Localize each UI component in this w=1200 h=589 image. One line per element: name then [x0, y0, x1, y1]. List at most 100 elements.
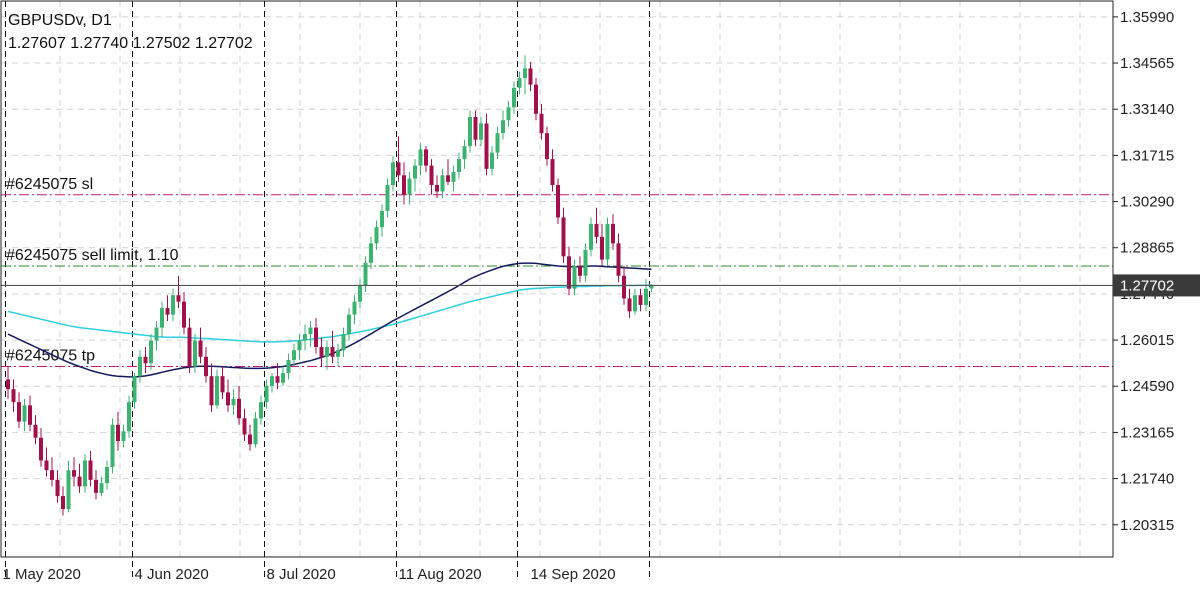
candle-body: [83, 460, 87, 487]
candle-body: [28, 405, 32, 425]
candle-body: [248, 434, 252, 445]
candle-body: [66, 470, 71, 510]
price-tick-label: 1.34565: [1120, 55, 1174, 72]
candle-body: [506, 107, 511, 121]
candle-body: [99, 483, 104, 493]
candle-body: [149, 340, 153, 364]
candle-body: [303, 334, 307, 341]
candle-body: [61, 496, 65, 510]
candle-body: [325, 347, 329, 357]
candle-body: [215, 376, 219, 406]
candle-body: [561, 217, 566, 257]
candle-body: [204, 356, 208, 377]
candle-body: [479, 123, 483, 140]
candle-body: [314, 327, 318, 348]
price-tick-label: 1.30290: [1120, 194, 1174, 211]
candle-body: [160, 308, 164, 328]
candle-body: [600, 236, 604, 260]
time-tick-label: 1 May 2020: [3, 566, 81, 583]
candle-body: [528, 68, 533, 85]
price-tick-label: 1.26015: [1120, 332, 1174, 349]
candle-body: [110, 424, 115, 467]
candle-body: [402, 175, 406, 195]
candle-body: [116, 424, 120, 442]
candle-body: [418, 149, 423, 166]
candle-body: [275, 376, 280, 383]
candle-body: [638, 295, 643, 305]
order-label: #6245075 sl: [6, 176, 93, 193]
candle-body: [473, 116, 478, 140]
price-tick-label: 1.24590: [1120, 378, 1174, 395]
grid-layer: [1, 1, 1113, 557]
candle-body: [385, 185, 390, 211]
candle-body: [501, 120, 505, 134]
candle-body: [198, 340, 203, 357]
candle-body: [77, 476, 82, 487]
candle-body: [369, 243, 373, 263]
price-tick-label: 1.35990: [1120, 9, 1174, 26]
candle-body: [484, 123, 489, 169]
price-tag-background: [1113, 274, 1200, 297]
candles: [6, 55, 654, 516]
candle-body: [424, 149, 428, 166]
candle-body: [341, 334, 346, 351]
order-label: #6245075 tp: [6, 347, 95, 364]
candle-body: [446, 175, 450, 182]
candle-body: [627, 298, 632, 312]
price-tick-label: 1.20315: [1120, 517, 1174, 534]
candle-body: [231, 398, 236, 406]
candle-body: [374, 227, 379, 244]
candle-body: [649, 285, 654, 289]
candle-body: [33, 424, 38, 438]
candle-body: [50, 470, 54, 480]
candle-body: [176, 295, 181, 302]
candle-body: [55, 479, 60, 497]
moving-averages: [7, 262, 652, 378]
candle-body: [336, 350, 340, 357]
price-axis: 1.35990 1.34565 1.33140 1.31715 1.30290 1.288…: [1113, 9, 1174, 534]
candle-body: [556, 185, 560, 218]
candle-body: [127, 402, 131, 432]
candle-body: [220, 376, 225, 393]
candle-body: [6, 379, 10, 390]
candle-body: [578, 266, 582, 276]
price-tick-label: 1.33140: [1120, 101, 1174, 118]
price-tick-label: 1.28865: [1120, 240, 1174, 257]
candle-body: [451, 172, 456, 182]
candle-body: [534, 84, 538, 114]
candle-body: [413, 165, 417, 179]
candle-body: [330, 347, 335, 357]
candle-body: [539, 113, 544, 134]
candle-body: [523, 68, 527, 79]
candle-body: [193, 340, 197, 367]
plot-border: [0, 0, 1114, 558]
candle-body: [429, 165, 434, 186]
candle-body: [242, 418, 247, 435]
candle-body: [358, 285, 362, 302]
candle-body: [17, 402, 21, 422]
candle-body: [237, 398, 241, 419]
candle-body: [39, 437, 43, 461]
time-axis: 1 May 2020 4 Jun 2020 8 Jul 2020 11 Aug 202…: [3, 566, 616, 583]
candle-body: [550, 159, 555, 186]
ohlc-readout: 1.27607 1.27740 1.27502 1.27702: [8, 35, 253, 52]
candle-body: [622, 275, 626, 299]
candle-body: [462, 146, 467, 160]
candle-body: [396, 162, 401, 176]
candle-body: [281, 372, 285, 383]
candle-body: [165, 308, 170, 315]
candle-body: [259, 402, 263, 419]
time-tick-label: 14 Sep 2020: [531, 566, 616, 583]
candle-body: [352, 301, 357, 315]
price-tag-value: 1.27702: [1120, 277, 1174, 294]
candle-body: [457, 159, 461, 173]
candle-body: [347, 314, 351, 335]
candle-body: [94, 479, 98, 493]
candle-body: [391, 162, 395, 186]
candle-body: [88, 460, 93, 480]
session-separators: [5, 1, 650, 579]
candle-body: [644, 288, 648, 305]
candle-body: [264, 385, 269, 403]
